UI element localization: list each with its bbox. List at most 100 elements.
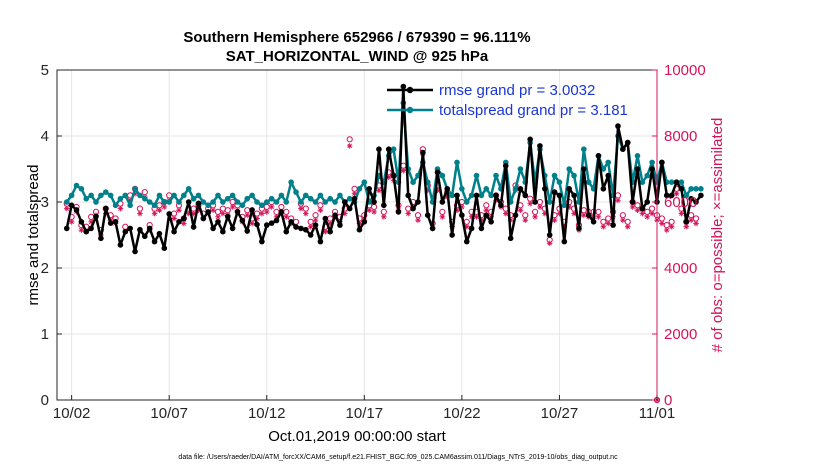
spread-point <box>683 192 690 199</box>
obs-assimilated-marker <box>156 207 163 214</box>
spread-point <box>127 202 133 209</box>
obs-assimilated-marker <box>415 217 421 223</box>
rmse-point <box>512 212 519 218</box>
rmse-point <box>127 225 133 232</box>
obs-assimilated-marker <box>63 205 70 212</box>
spread-point <box>205 202 212 209</box>
spread-point <box>102 189 109 195</box>
rmse-point <box>556 192 563 199</box>
y-tick-label-left: 0 <box>41 392 49 409</box>
rmse-point <box>356 226 363 233</box>
spread-point <box>361 179 368 185</box>
spread-point <box>605 159 612 166</box>
obs-assimilated-marker <box>151 210 158 217</box>
rmse-point <box>381 202 387 209</box>
rmse-point <box>234 209 241 215</box>
spread-point <box>561 202 568 209</box>
rmse-point <box>185 199 192 205</box>
rmse-point <box>595 153 602 159</box>
rmse-point <box>527 136 533 143</box>
spread-point <box>688 186 694 192</box>
rmse-point <box>644 199 651 205</box>
legend: rmse grand pr = 3.0032 totalspread grand… <box>387 82 628 119</box>
rmse-point <box>678 186 685 192</box>
obs-assimilated-marker <box>298 205 304 212</box>
rmse-point <box>229 225 236 232</box>
rmse-point <box>88 225 94 232</box>
obs-assimilated-marker <box>624 223 631 230</box>
obs-assimilated-marker <box>434 187 441 194</box>
rmse-point <box>156 230 163 237</box>
rmse-point <box>278 209 285 215</box>
rmse-point <box>639 205 646 212</box>
y-tick-label-left: 5 <box>41 62 49 79</box>
rmse-point <box>146 225 153 232</box>
obs-assimilated-marker <box>185 210 192 217</box>
spread-point <box>176 199 182 205</box>
rmse-point <box>449 232 455 238</box>
obs-assimilated-marker <box>327 220 333 227</box>
spread-point <box>283 199 290 205</box>
rmse-point <box>263 222 270 228</box>
rmse-point <box>351 195 358 202</box>
obs-assimilated-marker <box>405 210 412 217</box>
obs-assimilated-marker <box>644 214 651 220</box>
rmse-point <box>498 202 504 209</box>
legend-marker-rmse <box>406 86 414 94</box>
rmse-point <box>317 238 324 245</box>
rmse-point <box>459 212 465 218</box>
rmse-point <box>268 220 275 226</box>
obs-assimilated-marker <box>502 210 509 217</box>
rmse-point <box>444 186 451 192</box>
obs-assimilated-marker <box>483 207 490 214</box>
rmse-point <box>332 212 338 218</box>
spread-point <box>137 192 143 199</box>
rmse-point <box>693 199 699 205</box>
rmse-point <box>181 215 187 222</box>
obs-assimilated-marker <box>615 197 621 204</box>
rmse-point <box>171 228 177 235</box>
obs-assimilated-marker <box>668 223 675 230</box>
rmse-point <box>327 228 333 235</box>
spread-point <box>288 179 294 185</box>
obs-assimilated-marker <box>132 190 138 197</box>
rmse-point <box>73 207 80 213</box>
rmse-point <box>254 221 260 228</box>
y-tick-label-right: 10000 <box>664 62 706 79</box>
spread-point <box>302 192 309 199</box>
spread-point <box>293 189 299 195</box>
rmse-point <box>176 219 182 225</box>
rmse-point <box>424 212 431 218</box>
rmse-point <box>493 192 499 199</box>
obs-assimilated-marker <box>473 214 480 220</box>
rmse-point <box>132 248 138 255</box>
rmse-point <box>337 222 343 228</box>
obs-assimilated-marker <box>317 207 324 214</box>
rmse-point <box>551 189 558 195</box>
y-tick-label-right: 2000 <box>664 326 697 343</box>
obs-assimilated-marker <box>249 220 255 227</box>
spread-point <box>156 192 163 199</box>
rmse-point <box>259 238 265 245</box>
spread-point <box>181 192 187 199</box>
obs-assimilated-marker <box>659 220 665 227</box>
rmse-point <box>590 219 597 225</box>
rmse-point <box>361 219 368 225</box>
obs-assimilated-marker <box>693 220 699 227</box>
obs-assimilated-marker <box>220 210 226 217</box>
rmse-point <box>420 149 426 156</box>
spread-point <box>63 199 70 205</box>
series-lines <box>63 83 704 255</box>
y-tick-label-left: 4 <box>41 128 49 145</box>
spread-point <box>93 199 99 205</box>
spread-point <box>327 195 333 202</box>
rmse-point <box>507 235 514 242</box>
obs-assimilated-marker <box>263 209 270 215</box>
rmse-point <box>581 166 587 172</box>
y-axis-right: 0 2000 4000 6000 8000 10000 <box>652 62 706 409</box>
obs-assimilated-marker <box>381 214 387 220</box>
rmse-point <box>122 228 129 235</box>
obs-assimilated-marker <box>161 204 168 210</box>
spread-point <box>132 186 138 192</box>
rmse-point <box>302 226 309 233</box>
